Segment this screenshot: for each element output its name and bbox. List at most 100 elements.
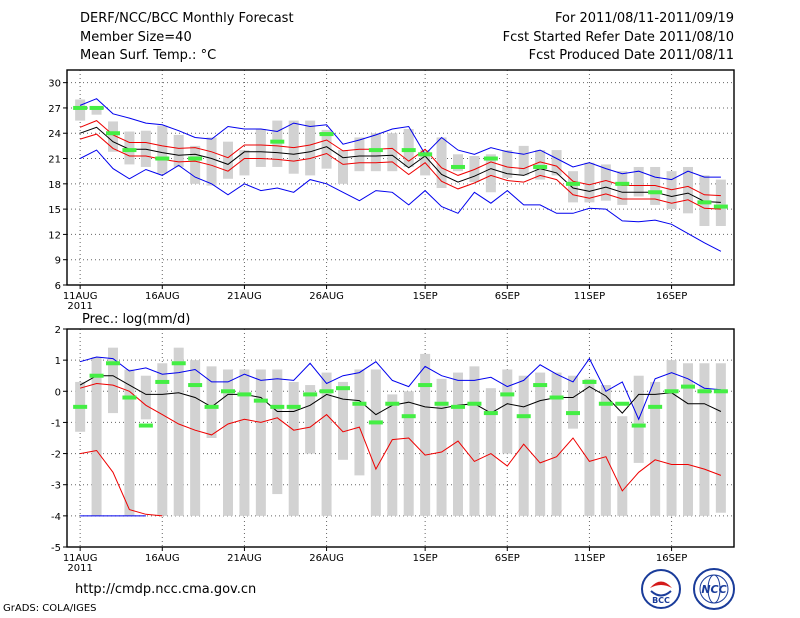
temp-box-2 <box>108 121 118 152</box>
temp-ytick-label-3: 15 <box>48 205 61 216</box>
temp-median-35 <box>648 190 663 195</box>
prec-ytick-label-3: -2 <box>51 450 61 461</box>
temp-ytick-label-4: 18 <box>48 180 61 191</box>
prec-ytick-label-2: -3 <box>51 481 61 492</box>
temp-median-28 <box>533 164 548 169</box>
temp-box-6 <box>173 134 184 167</box>
prec-xtick-label-4: 1SEP <box>413 553 438 564</box>
temp-box-30 <box>568 171 578 203</box>
prec-ytick-label-1: -4 <box>51 512 61 523</box>
temp-median-23 <box>451 164 465 169</box>
prec-box-7 <box>190 360 201 516</box>
temp-xtick-label-6: 11SEP <box>574 291 605 302</box>
prec-median-31 <box>582 379 597 384</box>
bcc-logo-text: BCC <box>652 596 670 605</box>
prec-box-16 <box>338 381 348 460</box>
prec-box-18 <box>370 369 381 516</box>
prec-ytick-label-4: -1 <box>51 418 61 429</box>
prec-median-21 <box>418 383 433 388</box>
temp-box-14 <box>305 120 316 176</box>
prec-box-17 <box>354 369 365 476</box>
temp-box-18 <box>370 133 381 172</box>
prec-year-label: 2011 <box>67 563 92 574</box>
temp-box-28 <box>535 150 546 180</box>
ncc-logo-meridian <box>707 574 721 604</box>
prec-box-19 <box>387 394 398 516</box>
refer-date-label: Fcst Started Refer Date 2011/08/10 <box>502 30 734 45</box>
grads-credit: GrADS: COLA/IGES <box>3 603 97 614</box>
prec-xtick-label-1: 16AUG <box>145 553 180 564</box>
temp-median-5 <box>155 156 170 161</box>
prec-box-2 <box>108 347 118 414</box>
prec-median-28 <box>533 383 548 388</box>
prec-median-23 <box>451 404 465 409</box>
prec-median-34 <box>631 423 646 428</box>
prec-median-20 <box>401 414 416 419</box>
bcc-logo: BCC <box>641 569 681 609</box>
prec-median-19 <box>385 401 400 406</box>
temp-inner-max-line <box>79 120 721 197</box>
temp-median-21 <box>418 152 433 157</box>
prec-median-13 <box>286 404 301 409</box>
bcc-logo-swirl <box>650 581 672 588</box>
prec-median-39 <box>713 389 728 394</box>
prec-median-14 <box>303 392 318 397</box>
temp-box-22 <box>436 137 447 189</box>
prec-xtick-label-3: 26AUG <box>309 553 344 564</box>
prec-median-8 <box>204 404 219 409</box>
temp-median-25 <box>483 156 498 161</box>
temperature-variable-label: Mean Surf. Temp.: °C <box>80 48 217 63</box>
prec-xtick-label-5: 6SEP <box>495 553 520 564</box>
temp-box-7 <box>190 145 201 184</box>
temp-box-20 <box>403 129 414 167</box>
temp-median-33 <box>615 181 630 186</box>
prec-box-22 <box>436 378 447 516</box>
prec-median-22 <box>434 401 449 406</box>
prec-box-25 <box>485 388 496 516</box>
temp-box-23 <box>453 154 463 172</box>
prec-ytick-label-7: 2 <box>55 325 61 336</box>
prec-ytick-label-5: 0 <box>55 387 61 398</box>
temp-box-34 <box>633 166 644 197</box>
prec-median-0 <box>73 404 88 409</box>
prec-median-16 <box>336 386 350 391</box>
temp-box-5 <box>157 125 168 174</box>
prec-box-23 <box>453 372 463 516</box>
ncc-logo-text: NCC <box>701 583 726 596</box>
temp-box-17 <box>354 137 365 172</box>
prec-median-32 <box>598 401 613 406</box>
prec-box-24 <box>469 366 480 516</box>
prec-box-1 <box>91 357 102 516</box>
prec-median-26 <box>500 392 515 397</box>
prec-median-2 <box>106 361 120 366</box>
temp-box-19 <box>387 133 398 172</box>
temp-median-1 <box>89 105 104 110</box>
prec-box-3 <box>124 369 135 516</box>
temp-median-3 <box>122 148 137 153</box>
temp-box-9 <box>223 141 233 179</box>
prec-median-30 <box>566 411 580 416</box>
temp-median-39 <box>713 204 728 209</box>
prec-xtick-label-7: 16SEP <box>656 553 687 564</box>
prec-box-5 <box>157 363 168 516</box>
prec-median-25 <box>483 411 498 416</box>
temp-median-2 <box>106 131 120 136</box>
temp-median-18 <box>368 148 383 153</box>
prec-outer-max-line <box>79 356 721 421</box>
prec-frame <box>66 328 735 548</box>
temp-box-27 <box>518 145 529 176</box>
temp-ytick-label-8: 30 <box>48 79 61 90</box>
prec-median-36 <box>664 389 679 394</box>
agency-logos: BCC NCC <box>641 568 735 610</box>
member-size-label: Member Size=40 <box>80 30 192 45</box>
temp-box-3 <box>124 131 135 165</box>
prec-box-12 <box>272 369 283 495</box>
temp-xtick-label-5: 6SEP <box>495 291 520 302</box>
temp-xtick-label-2: 21AUG <box>227 291 262 302</box>
temp-inner-min-line <box>79 133 721 210</box>
prec-xtick-label-2: 21AUG <box>227 553 262 564</box>
temp-box-11 <box>255 129 266 167</box>
temp-median-0 <box>73 105 88 110</box>
